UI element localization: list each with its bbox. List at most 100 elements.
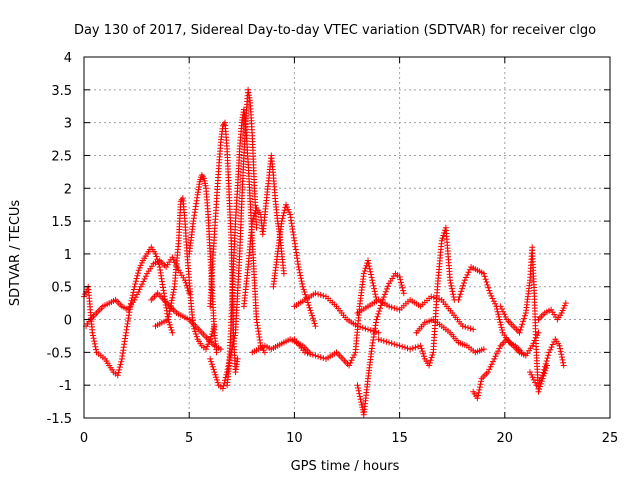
data-point: [496, 345, 503, 352]
data-point: [383, 338, 390, 345]
data-point: [167, 324, 174, 331]
data-point: [426, 362, 433, 369]
data-point: [368, 274, 375, 281]
data-point: [540, 369, 547, 376]
data-point: [470, 326, 477, 333]
x-tick-label: 10: [286, 431, 303, 446]
data-point: [136, 286, 143, 293]
y-tick-label: 4: [64, 51, 72, 66]
data-point: [140, 278, 147, 285]
data-point: [502, 313, 509, 320]
data-point: [490, 298, 497, 305]
data-point: [480, 270, 487, 277]
y-tick-label: 2.5: [51, 149, 72, 164]
data-point: [477, 381, 484, 388]
data-point: [91, 340, 98, 347]
series-sat-r: [455, 264, 525, 356]
data-point: [312, 352, 319, 359]
data-point: [139, 281, 146, 288]
data-point: [377, 305, 384, 312]
series-sat-p: [375, 224, 458, 369]
data-point: [420, 350, 427, 357]
data-point: [495, 348, 502, 355]
data-point: [537, 383, 544, 390]
data-point: [386, 303, 393, 310]
data-point: [486, 366, 493, 373]
data-point: [558, 351, 565, 358]
data-point: [478, 378, 485, 385]
data-point: [170, 286, 177, 293]
data-point: [315, 291, 322, 298]
data-point: [309, 312, 316, 319]
data-point: [463, 274, 470, 281]
data-point: [372, 291, 379, 298]
data-point: [401, 344, 408, 351]
data-point: [192, 331, 199, 337]
data-point: [250, 215, 257, 222]
data-point: [498, 324, 505, 331]
data-point: [207, 355, 214, 362]
data-point: [349, 354, 356, 361]
data-point: [93, 346, 99, 353]
data-point: [249, 218, 256, 225]
data-point: [489, 295, 496, 302]
data-point: [476, 384, 483, 391]
data-point: [354, 382, 361, 389]
data-point: [391, 305, 398, 312]
data-point: [448, 282, 455, 289]
data-point: [301, 349, 308, 356]
data-point: [517, 326, 524, 333]
data-point: [317, 291, 324, 298]
data-point: [304, 299, 311, 306]
data-point: [497, 303, 504, 310]
series-sat-h: [224, 106, 268, 389]
data-point: [114, 372, 121, 379]
data-point: [308, 310, 315, 316]
data-point: [366, 265, 373, 272]
data-point: [207, 336, 214, 343]
data-point: [298, 275, 304, 282]
data-point: [193, 333, 200, 340]
data-point: [559, 356, 566, 363]
data-point: [251, 212, 257, 219]
data-point: [396, 273, 403, 280]
data-point: [358, 399, 365, 406]
data-point: [380, 294, 387, 301]
data-point: [372, 294, 379, 300]
data-point: [464, 271, 471, 278]
data-point: [382, 288, 389, 295]
data-point: [467, 325, 474, 332]
data-point: [497, 321, 504, 328]
data-point: [355, 387, 362, 394]
data-point: [384, 285, 390, 292]
data-point: [409, 345, 416, 352]
data-point: [439, 235, 446, 242]
series-sat-o: [354, 293, 477, 333]
data-point: [367, 268, 374, 275]
data-point: [399, 284, 406, 291]
y-axis: -1.5 -1 -0.5 0 0.5 1 1.5 2 2.5 3 3.5 4: [47, 51, 610, 427]
data-point: [253, 224, 260, 231]
data-point: [516, 329, 523, 336]
data-point: [368, 271, 374, 278]
data-point: [398, 279, 404, 286]
data-point: [118, 358, 125, 365]
series-sat-n: [354, 270, 407, 418]
data-point: [361, 268, 368, 274]
y-tick-label: -1: [59, 379, 72, 394]
data-point: [536, 386, 543, 393]
y-tick-label: 0.5: [51, 281, 72, 296]
series-sat-g: [207, 86, 260, 392]
data-point: [299, 283, 306, 290]
data-point: [557, 348, 564, 355]
data-point: [366, 263, 373, 270]
x-tick-label: 15: [391, 431, 408, 446]
data-point: [500, 308, 507, 315]
data-point: [375, 329, 382, 336]
data-point: [556, 342, 563, 349]
y-tick-label: -0.5: [47, 346, 72, 361]
data-point: [528, 371, 535, 378]
data-point: [213, 349, 220, 356]
series-sat-v: [535, 300, 569, 323]
data-point: [311, 320, 318, 327]
